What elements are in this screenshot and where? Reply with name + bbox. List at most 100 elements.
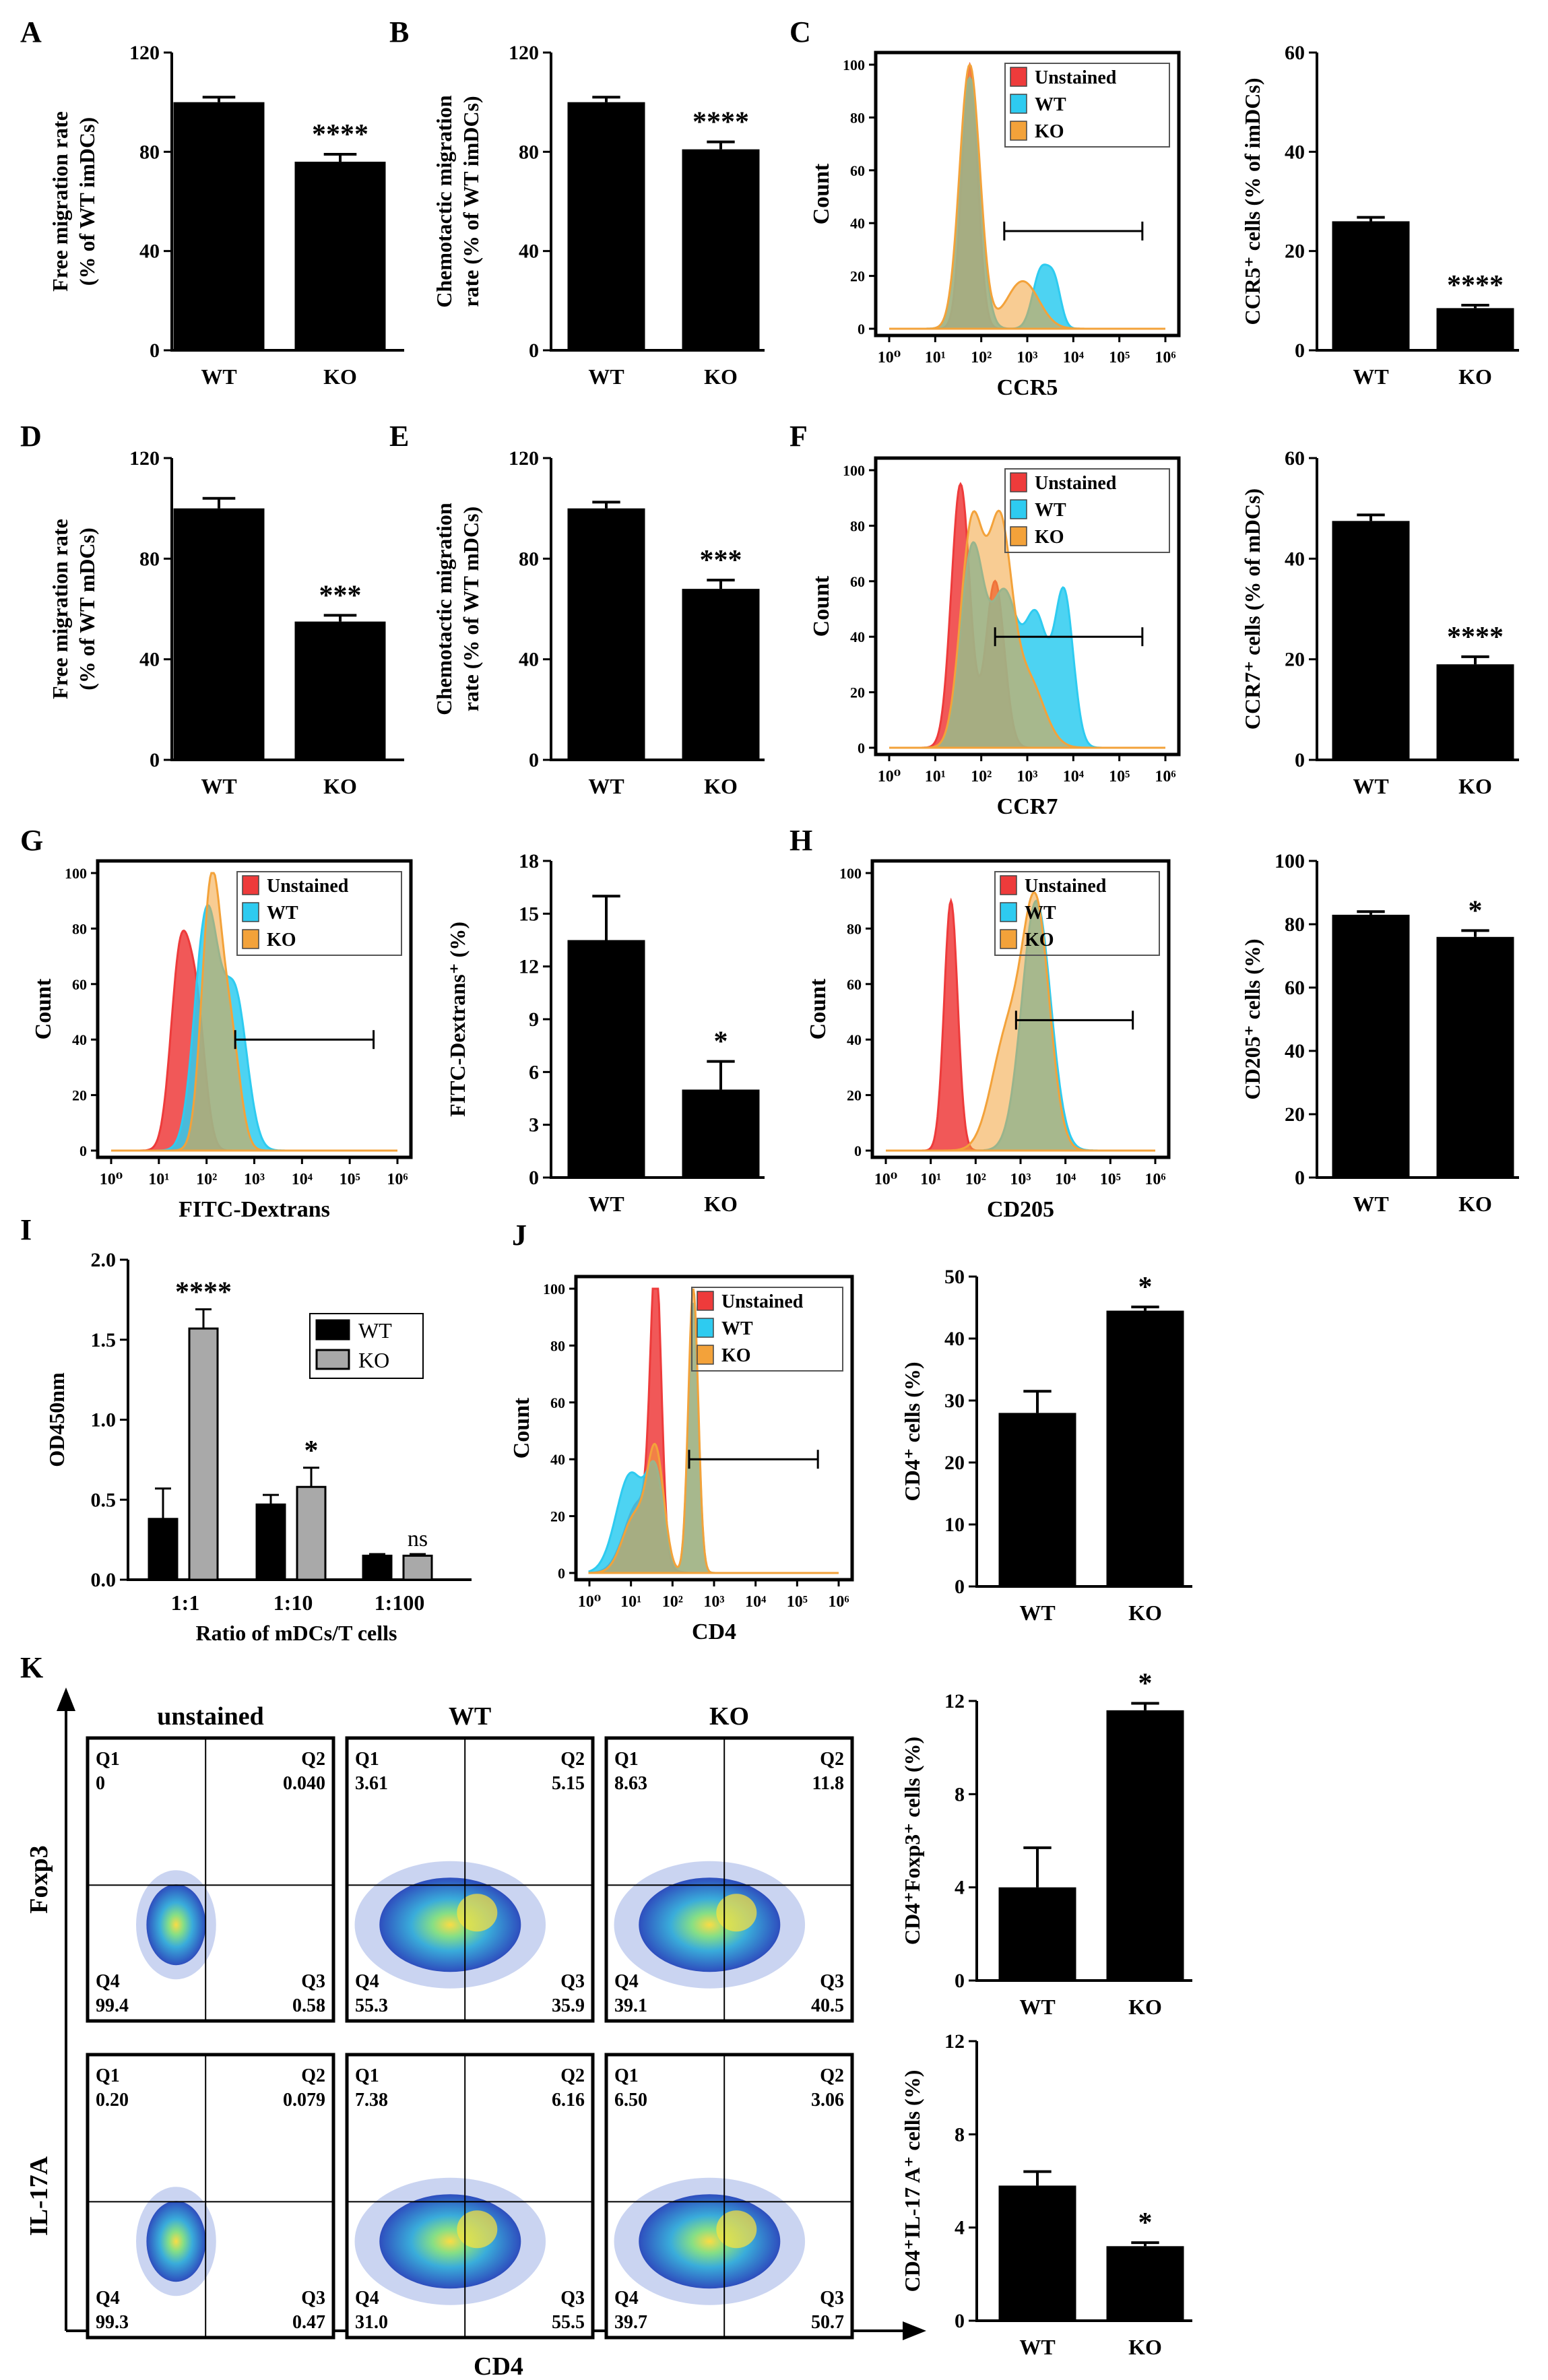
quadrant-value: 55.3 (355, 1995, 388, 2016)
y-tick-label: 40 (850, 629, 865, 645)
quadrant-name: Q3 (301, 2288, 325, 2309)
bar-ko (1106, 1310, 1184, 1586)
bar-ko (296, 1485, 327, 1581)
y-axis-label: CD4⁺IL-17 A⁺ cells (%) (900, 2070, 924, 2292)
y-tick-label: 1.0 (91, 1409, 117, 1432)
y-tick-label: 120 (509, 42, 539, 64)
panel-letter: B (389, 15, 409, 49)
quadrant-name: Q3 (820, 2288, 844, 2309)
y-axis-label: rate (% of WT mDCs) (459, 507, 483, 712)
legend: Unstained WT KO (691, 1287, 843, 1372)
dot-plot-unstained-il-17a: Q1 0.20 Q2 0.079 Q3 0.47 Q4 99.3 (86, 2053, 335, 2340)
bar-ko (682, 589, 760, 760)
y-axis-label: Free migration rate (48, 111, 72, 292)
x-tick-label: 10⁶ (1155, 768, 1175, 785)
bar-chart-j2: 0 10 20 30 40 50 WT KO * CD4⁺ cells (%) (900, 1266, 1192, 1625)
y-tick-label: 120 (509, 447, 539, 470)
quadrant-name: Q1 (96, 2065, 120, 2086)
panel-letter: G (20, 824, 43, 857)
dot-cloud-peak (457, 1894, 498, 1932)
bar-chart-h2: 0 20 40 60 80 100 WT KO * CD205⁺ cells (%) (1240, 850, 1519, 1216)
y-tick-label: 40 (139, 240, 160, 263)
x-tick-label: 10³ (1010, 1171, 1031, 1188)
category-label: WT (201, 364, 236, 389)
y-tick-label: 80 (850, 109, 865, 126)
quadrant-name: Q2 (560, 2065, 585, 2086)
category-label: WT (588, 774, 624, 798)
histogram-f: 0 20 40 60 80 100 10⁰ 10¹ 10² 10³ 10⁴ 10⁵ 10⁶ CCR7 Cou… (789, 420, 1181, 819)
y-tick-label: 40 (519, 240, 539, 263)
legend-swatch-unstained (1010, 67, 1027, 87)
histogram-ko-curve (588, 1288, 839, 1574)
bar-wt (173, 102, 265, 350)
legend-frame (236, 871, 402, 956)
y-tick-label: 6 (529, 1061, 539, 1083)
bar-ko (1436, 936, 1514, 1178)
x-tick-label: 10⁰ (100, 1171, 123, 1188)
category-label: KO (704, 1192, 738, 1216)
y-axis-label: OD450nm (44, 1372, 69, 1467)
arrow-right-icon (903, 2321, 926, 2340)
y-tick-label: 18 (519, 850, 539, 872)
legend-swatch-wt (697, 1318, 714, 1338)
legend-swatch-unstained (242, 875, 259, 895)
y-tick-label: 4 (955, 2217, 965, 2239)
quadrant-value: 0.47 (292, 2312, 325, 2333)
y-tick-label: 80 (72, 920, 87, 937)
dot-plot-ko-il-17a: Q1 6.50 Q2 3.06 Q3 50.7 Q4 39.7 (604, 2053, 854, 2340)
legend-swatch-ko (1010, 121, 1027, 141)
y-tick-label: 9 (529, 1008, 539, 1031)
legend-label-ko: KO (1025, 930, 1054, 951)
y-tick-label: 2.0 (91, 1249, 117, 1271)
x-tick-label: 10² (971, 768, 992, 785)
legend-label-ko: KO (1035, 121, 1064, 142)
category-label: KO (1458, 364, 1492, 389)
y-tick-label: 40 (550, 1451, 565, 1468)
y-tick-label: 0 (955, 1970, 965, 1992)
legend-frame (309, 1313, 424, 1379)
dot-cloud-peak (716, 1894, 757, 1932)
quadrant-name: Q1 (96, 1749, 120, 1770)
y-tick-label: 80 (519, 141, 539, 163)
x-axis-label: CD4 (474, 2352, 523, 2380)
y-tick-label: 20 (850, 268, 865, 285)
x-tick-label: 10⁴ (745, 1593, 766, 1611)
legend-frame (994, 871, 1160, 956)
panel-letter: J (512, 1219, 527, 1252)
quadrant-value: 3.06 (811, 2090, 844, 2111)
legend: Unstained WT KO (1004, 63, 1170, 148)
grouped-bar-chart-i: 0.0 0.5 1.0 1.5 2.0 1:1 **** 1:10 * 1:100 ns WT KO OD… (20, 1213, 472, 1645)
dot-cloud (639, 1877, 781, 1972)
y-tick-label: 100 (843, 462, 865, 479)
quadrant-value: 11.8 (812, 1773, 844, 1794)
x-tick-label: 10⁰ (578, 1593, 602, 1611)
significance-label: ns (408, 1526, 428, 1551)
column-header: KO (709, 1702, 749, 1731)
y-tick-label: 50 (944, 1266, 965, 1288)
x-tick-label: 10⁶ (387, 1171, 408, 1188)
panel-letter: K (20, 1651, 43, 1684)
y-tick-label: 60 (550, 1394, 565, 1411)
quadrant-name: Q4 (96, 1971, 120, 1992)
y-tick-label: 20 (1285, 1103, 1305, 1126)
y-tick-label: 0 (529, 340, 539, 362)
legend-frame (691, 1287, 843, 1372)
legend-label-wt: WT (1025, 903, 1056, 924)
y-tick-label: 80 (139, 548, 160, 570)
quadrant-name: Q4 (355, 2288, 379, 2309)
category-label: KO (1458, 1192, 1492, 1216)
y-tick-label: 0 (558, 1565, 565, 1582)
significance-label: * (1138, 2208, 1153, 2239)
bar-wt (255, 1503, 286, 1581)
y-tick-label: 20 (1285, 649, 1305, 671)
legend-label-unstained: Unstained (1035, 67, 1117, 88)
y-tick-label: 60 (1285, 42, 1305, 64)
bar-wt (567, 508, 645, 760)
bar-ko (1436, 308, 1514, 350)
legend-swatch-unstained (1000, 875, 1017, 895)
significance-label: **** (312, 119, 368, 150)
dot-cloud-peak (716, 2210, 757, 2249)
legend-label-wt: WT (1035, 500, 1066, 521)
bar-chart-b: 0 40 80 120 WT KO **** Chemotactic migration rat… (389, 15, 765, 389)
